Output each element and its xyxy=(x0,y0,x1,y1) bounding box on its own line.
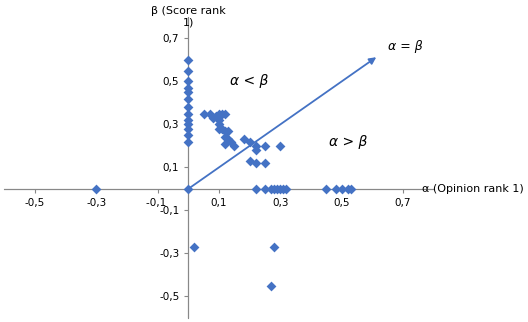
Point xyxy=(270,186,278,192)
Point xyxy=(270,244,278,250)
Point xyxy=(239,137,248,142)
Point xyxy=(332,186,340,192)
Text: α > β: α > β xyxy=(328,135,367,148)
Point xyxy=(184,68,193,73)
Point xyxy=(347,186,355,192)
Point xyxy=(184,139,193,144)
Point xyxy=(184,79,193,84)
Point xyxy=(251,147,260,153)
Point xyxy=(221,135,229,140)
Text: β (Score rank
1): β (Score rank 1) xyxy=(151,6,225,28)
Point xyxy=(200,111,208,116)
Point xyxy=(279,186,288,192)
Point xyxy=(221,128,229,133)
Point xyxy=(215,122,223,127)
Point xyxy=(184,105,193,110)
Point xyxy=(227,139,235,144)
Point xyxy=(184,122,193,127)
Point xyxy=(251,160,260,166)
Point xyxy=(184,111,193,116)
Point xyxy=(251,186,260,192)
Point xyxy=(267,283,276,288)
Text: α < β: α < β xyxy=(230,74,269,89)
Point xyxy=(184,186,193,192)
Point xyxy=(221,111,229,116)
Point xyxy=(282,186,291,192)
Point xyxy=(224,128,232,133)
Point xyxy=(261,143,269,148)
Point xyxy=(184,57,193,62)
Text: α (Opinion rank 1): α (Opinion rank 1) xyxy=(421,184,523,194)
Point xyxy=(215,111,223,116)
Point xyxy=(218,111,227,116)
Point xyxy=(261,186,269,192)
Point xyxy=(344,186,352,192)
Point xyxy=(215,118,223,123)
Point xyxy=(230,143,239,148)
Point xyxy=(273,186,281,192)
Point xyxy=(246,139,254,144)
Point xyxy=(184,118,193,123)
Point xyxy=(92,186,100,192)
Text: α = β: α = β xyxy=(388,41,422,53)
Point xyxy=(184,96,193,101)
Point xyxy=(267,186,276,192)
Point xyxy=(215,126,223,131)
Point xyxy=(209,115,217,120)
Point xyxy=(184,90,193,95)
Point xyxy=(224,137,232,142)
Point xyxy=(251,143,260,148)
Point xyxy=(276,186,285,192)
Point xyxy=(221,141,229,146)
Point xyxy=(190,244,199,250)
Point xyxy=(337,186,346,192)
Point xyxy=(276,143,285,148)
Point xyxy=(184,85,193,90)
Point xyxy=(184,133,193,138)
Point xyxy=(212,113,220,118)
Point xyxy=(205,111,214,116)
Point xyxy=(184,126,193,131)
Point xyxy=(218,126,227,131)
Point xyxy=(246,158,254,164)
Point xyxy=(322,186,331,192)
Point xyxy=(261,160,269,166)
